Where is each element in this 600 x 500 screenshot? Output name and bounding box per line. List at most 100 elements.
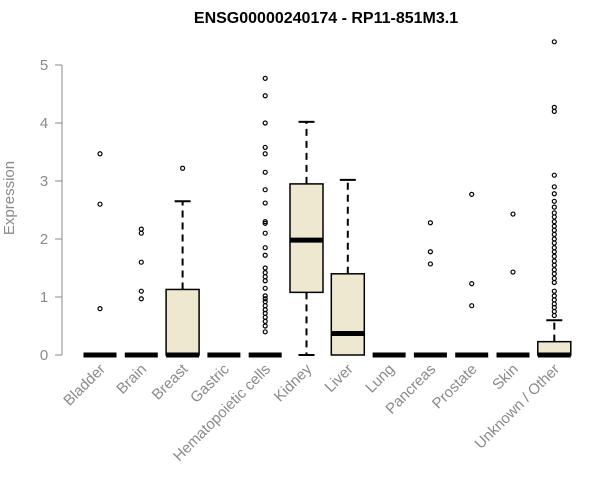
outlier-point (551, 191, 557, 197)
box-skin (496, 211, 530, 358)
outlier-point (551, 198, 557, 204)
outlier-point (551, 308, 557, 315)
outlier-point (551, 245, 557, 251)
y-tick-label: 5 (40, 57, 48, 74)
outlier-point (469, 281, 475, 287)
outlier-point (551, 293, 557, 299)
box-hematopoietic-cells (248, 75, 282, 358)
outlier-point (97, 306, 103, 312)
x-tick-label: Kidney (271, 360, 316, 405)
outlier-point (551, 223, 557, 229)
outlier-point (427, 249, 433, 255)
outlier-point (262, 303, 268, 309)
box-iqr (165, 288, 200, 356)
y-tick-label: 2 (40, 231, 48, 248)
outlier-point (262, 329, 268, 335)
outlier-point (510, 269, 516, 275)
x-tick-label: Brain (113, 361, 150, 398)
box-liver (330, 178, 366, 356)
outlier-point (138, 230, 144, 236)
box-kidney (289, 120, 324, 356)
outlier-point (427, 220, 433, 226)
outlier-point (262, 200, 268, 206)
outlier-point (551, 253, 557, 259)
outlier-point (262, 274, 268, 280)
outlier-point (551, 297, 557, 303)
outlier-point (262, 169, 268, 175)
outlier-point (551, 258, 557, 264)
y-tick-label: 4 (40, 115, 48, 132)
box-brain (124, 226, 158, 358)
x-tick-label: Lung (362, 361, 398, 397)
y-axis-label: Expression (1, 161, 18, 235)
outlier-point (138, 288, 144, 294)
box-unknown-other (537, 39, 572, 358)
box-prostate (455, 191, 489, 358)
outlier-point (551, 219, 557, 225)
outlier-point (262, 245, 268, 251)
outlier-point (262, 285, 268, 291)
box-breast (165, 165, 200, 358)
outlier-point (551, 271, 557, 277)
outlier-point (262, 270, 268, 276)
outlier-point (262, 323, 268, 329)
outlier-point (97, 201, 103, 207)
outlier-point (551, 104, 557, 110)
outlier-point (138, 226, 144, 232)
outlier-point (262, 144, 268, 150)
outlier-point (551, 275, 557, 282)
chart-title: ENSG00000240174 - RP11-851M3.1 (194, 10, 458, 27)
y-tick-label: 1 (40, 289, 48, 306)
outlier-point (262, 293, 268, 299)
x-tick-label: Breast (149, 360, 192, 403)
box-series (83, 39, 572, 358)
outlier-point (551, 210, 557, 216)
y-axis: 0 1 2 3 4 5 (40, 57, 63, 364)
outlier-point (551, 240, 557, 246)
box-pancreas (413, 220, 447, 358)
outlier-point (551, 279, 557, 286)
outlier-point (551, 288, 557, 294)
box-bladder (83, 151, 117, 358)
outlier-point (262, 318, 268, 324)
outlier-point (97, 151, 103, 157)
outlier-point (551, 172, 557, 178)
y-tick-label: 0 (40, 347, 48, 364)
outlier-point (551, 214, 557, 220)
box-iqr (330, 273, 366, 356)
outlier-point (180, 165, 186, 171)
outlier-point (551, 39, 557, 45)
outlier-point (262, 75, 268, 81)
outlier-point (262, 278, 268, 284)
outlier-point (262, 120, 268, 126)
outlier-point (262, 151, 268, 157)
outlier-point (262, 252, 268, 258)
x-tick-label: Prostate (429, 361, 481, 413)
outlier-point (262, 220, 268, 226)
outlier-point (551, 231, 557, 237)
outlier-point (551, 267, 557, 273)
outlier-point (551, 312, 557, 319)
outlier-point (551, 108, 557, 115)
outlier-point (262, 219, 268, 225)
outlier-point (469, 303, 475, 309)
outlier-point (262, 296, 268, 302)
outlier-point (262, 187, 268, 193)
outlier-point (551, 184, 557, 190)
outlier-point (262, 314, 268, 320)
outlier-point (551, 227, 557, 233)
outlier-point (551, 249, 557, 255)
outlier-point (262, 93, 268, 99)
outlier-point (262, 230, 268, 236)
x-tick-label: Bladder (60, 361, 109, 410)
outlier-point (551, 262, 557, 268)
y-tick-label: 3 (40, 173, 48, 190)
outlier-point (138, 296, 144, 302)
outlier-point (551, 204, 557, 210)
outlier-point (262, 265, 268, 271)
outlier-point (469, 191, 475, 197)
outlier-point (138, 259, 144, 265)
outlier-point (427, 261, 433, 267)
